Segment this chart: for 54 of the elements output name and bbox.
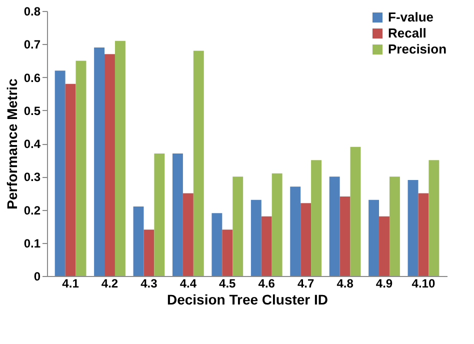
x-tick-label: 4.10 — [412, 276, 436, 290]
bar — [428, 160, 440, 276]
bar — [418, 193, 429, 276]
x-tick-label: 4.9 — [376, 276, 393, 290]
bar — [379, 216, 390, 276]
bar — [104, 54, 115, 276]
bar — [329, 176, 340, 276]
x-tick-label: 4.7 — [297, 276, 314, 290]
bar — [182, 193, 194, 276]
y-tick-label: 0.5 — [24, 104, 41, 118]
x-tick-label: 4.2 — [101, 276, 118, 290]
x-tick-label: 4.6 — [258, 276, 276, 290]
legend-label: Precision — [388, 42, 447, 56]
y-tick-label: 0.6 — [24, 70, 41, 85]
bar — [300, 203, 312, 276]
x-tick-label: 4.3 — [140, 276, 158, 290]
y-axis-title: Performance Metric — [4, 78, 20, 210]
bar — [408, 180, 418, 276]
bar — [114, 40, 126, 276]
bar — [54, 70, 66, 276]
y-tick-label: 0.7 — [24, 38, 41, 52]
bar — [389, 176, 400, 276]
y-tick-label: 0.2 — [24, 203, 41, 218]
legend-label: Recall — [388, 26, 426, 40]
y-tick-label: 0.8 — [24, 4, 41, 18]
bar — [212, 213, 222, 276]
x-axis-title: Decision Tree Cluster ID — [166, 292, 328, 308]
x-tick-label: 4.5 — [219, 276, 236, 290]
bar — [76, 60, 86, 276]
bar — [290, 186, 301, 276]
bar — [368, 200, 380, 276]
bar — [222, 230, 233, 276]
legend-label: F-value — [388, 10, 434, 24]
bar — [193, 50, 204, 276]
x-tick-label: 4.1 — [62, 276, 80, 290]
bar — [94, 47, 105, 276]
bar — [250, 200, 262, 276]
x-tick-label: 4.8 — [336, 276, 354, 290]
bar — [350, 146, 361, 276]
bar — [172, 153, 183, 276]
bar — [340, 196, 350, 276]
y-tick-label: 0 — [34, 270, 41, 284]
bar — [311, 160, 322, 276]
bar — [261, 216, 272, 276]
bar — [144, 230, 154, 276]
y-tick-label: 0.1 — [24, 236, 41, 250]
bar — [154, 153, 165, 276]
bar — [232, 176, 244, 276]
bar — [133, 206, 144, 276]
bar — [272, 173, 282, 276]
y-tick-label: 0.4 — [24, 137, 41, 151]
bar — [65, 84, 76, 276]
y-tick-label: 0.3 — [24, 170, 41, 184]
x-tick-label: 4.4 — [180, 276, 197, 290]
